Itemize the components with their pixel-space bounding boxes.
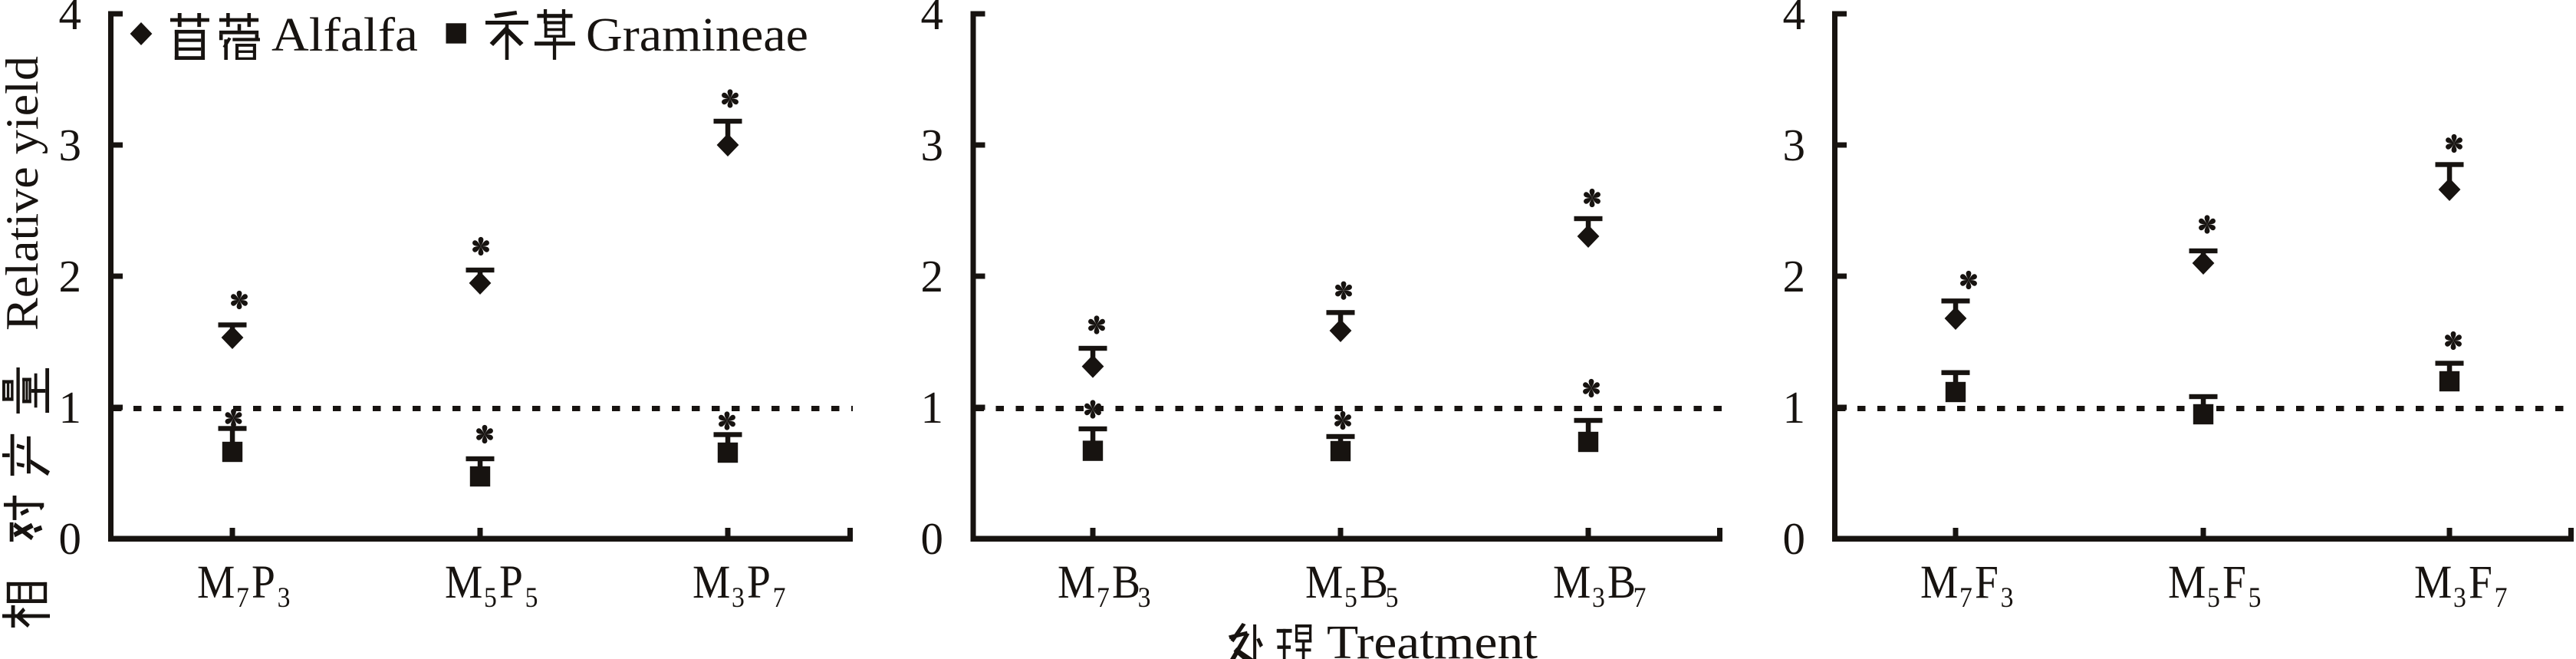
- svg-text:2: 2: [59, 251, 82, 301]
- svg-text:2: 2: [921, 251, 944, 301]
- svg-text:7: 7: [2495, 582, 2508, 614]
- svg-text:5: 5: [484, 582, 497, 614]
- svg-text:7: 7: [1959, 582, 1972, 614]
- svg-text:3: 3: [59, 120, 82, 170]
- svg-text:Gramineae: Gramineae: [586, 9, 808, 61]
- svg-text:M: M: [445, 556, 482, 608]
- svg-text:4: 4: [921, 0, 944, 39]
- svg-text:F: F: [1975, 556, 1999, 608]
- svg-text:7: 7: [236, 582, 249, 614]
- svg-text:Treatment: Treatment: [1327, 617, 1538, 659]
- svg-text:M: M: [1305, 556, 1343, 608]
- svg-text:1: 1: [921, 382, 944, 433]
- svg-text:5: 5: [2207, 582, 2220, 614]
- svg-text:B: B: [1112, 556, 1140, 608]
- svg-text:M: M: [197, 556, 235, 608]
- svg-text:3: 3: [732, 582, 745, 614]
- svg-text:Relative yield: Relative yield: [0, 56, 48, 331]
- svg-text:M: M: [1920, 556, 1958, 608]
- svg-text:P: P: [747, 556, 771, 608]
- svg-text:0: 0: [1783, 513, 1806, 564]
- svg-text:3: 3: [1138, 582, 1151, 614]
- svg-text:F: F: [2469, 556, 2492, 608]
- svg-text:P: P: [252, 556, 275, 608]
- svg-text:B: B: [1360, 556, 1388, 608]
- svg-text:7: 7: [1097, 582, 1110, 614]
- svg-text:3: 3: [278, 582, 291, 614]
- svg-text:2: 2: [1783, 251, 1806, 301]
- svg-text:5: 5: [1344, 582, 1357, 614]
- svg-text:M: M: [2414, 556, 2452, 608]
- svg-text:4: 4: [1783, 0, 1806, 39]
- svg-text:1: 1: [59, 382, 82, 433]
- svg-text:7: 7: [773, 582, 786, 614]
- svg-text:3: 3: [1783, 120, 1806, 170]
- svg-text:5: 5: [525, 582, 538, 614]
- svg-text:3: 3: [921, 120, 944, 170]
- svg-text:Alfalfa: Alfalfa: [271, 9, 418, 61]
- svg-text:3: 3: [2453, 582, 2466, 614]
- svg-text:4: 4: [59, 0, 82, 39]
- svg-text:M: M: [693, 556, 730, 608]
- svg-text:5: 5: [2249, 582, 2262, 614]
- svg-text:5: 5: [1386, 582, 1399, 614]
- svg-text:M: M: [1553, 556, 1591, 608]
- svg-text:M: M: [1058, 556, 1095, 608]
- svg-text:1: 1: [1783, 382, 1806, 433]
- svg-text:M: M: [2168, 556, 2206, 608]
- svg-text:B: B: [1607, 556, 1636, 608]
- svg-text:P: P: [499, 556, 523, 608]
- svg-text:7: 7: [1633, 582, 1647, 614]
- svg-text:0: 0: [59, 513, 82, 564]
- svg-text:3: 3: [1592, 582, 1605, 614]
- svg-text:0: 0: [921, 513, 944, 564]
- svg-text:F: F: [2222, 556, 2246, 608]
- svg-text:3: 3: [2001, 582, 2014, 614]
